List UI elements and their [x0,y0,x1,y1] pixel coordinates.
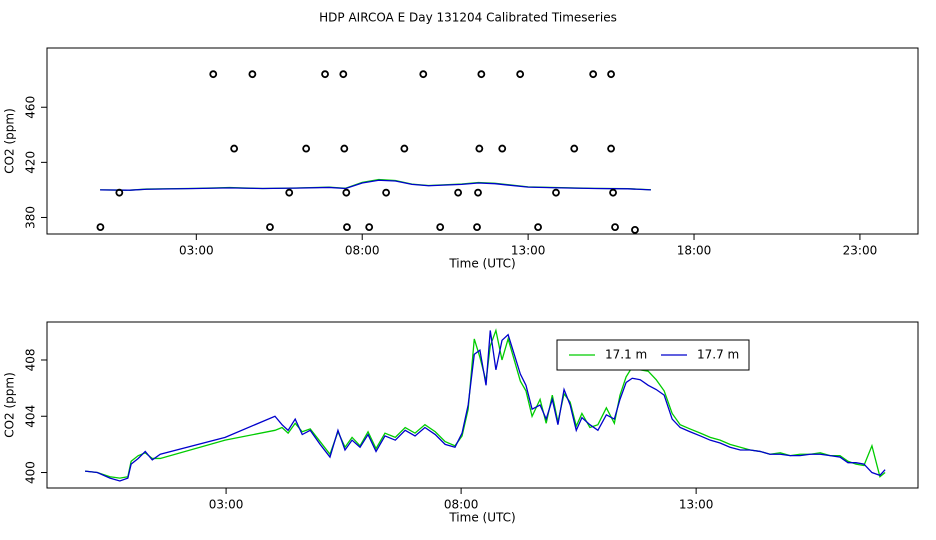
data-point [473,223,481,232]
series-line [84,330,886,482]
y-tick-label: 460 [24,96,38,119]
data-point [321,70,329,79]
y-axis-label: CO2 (ppm) [3,372,17,438]
data-point [607,70,615,79]
data-point [589,70,598,79]
series-line [100,179,651,191]
data-point [302,144,311,153]
data-point [552,188,560,197]
y-tick-label: 380 [24,206,38,229]
data-point [400,144,409,153]
y-axis-label: CO2 (ppm) [3,108,17,174]
y-tick-label: 400 [24,461,38,484]
y-tick-label: 404 [24,405,38,428]
x-tick-label: 08:00 [444,498,479,512]
data-point [209,70,218,79]
x-tick-label: 13:00 [511,244,546,258]
plot-frame [46,47,919,235]
data-point [382,188,391,197]
data-point [419,70,428,79]
data-point [340,144,349,153]
data-point [248,70,257,79]
data-point [96,223,105,232]
y-tick-label: 420 [24,151,38,174]
data-point [342,188,351,197]
legend-label: 17.7 m [697,348,739,362]
x-tick-label: 13:00 [679,498,714,512]
data-point [631,225,639,234]
x-tick-label: 03:00 [209,498,244,512]
x-tick-label: 08:00 [345,244,380,258]
data-point [611,223,619,232]
data-point [454,188,463,197]
data-point [475,144,484,153]
x-axis-label: Time (UTC) [448,511,515,525]
plot-frame [46,321,919,489]
data-point [266,223,274,232]
x-tick-label: 03:00 [179,244,214,258]
series-line [84,328,886,479]
x-axis-label: Time (UTC) [448,257,515,271]
data-point [516,70,525,79]
data-point [609,188,617,197]
data-point [477,70,486,79]
legend: 17.1 m 17.7 m [556,339,750,371]
data-point [339,70,348,79]
data-point [343,223,351,232]
y-tick-label: 408 [24,349,38,372]
data-point [534,223,542,232]
data-point [115,188,124,197]
x-tick-label: 18:00 [677,244,712,258]
legend-label: 17.1 m [605,348,647,362]
data-point [365,223,374,232]
data-point [230,144,239,153]
data-point [285,188,294,197]
chart-title: HDP AIRCOA E Day 131204 Calibrated Times… [319,11,617,25]
data-point [436,223,445,232]
x-tick-label: 23:00 [843,244,878,258]
data-point [570,144,579,153]
data-point [474,188,482,197]
data-point [498,144,507,153]
data-point [607,144,615,153]
